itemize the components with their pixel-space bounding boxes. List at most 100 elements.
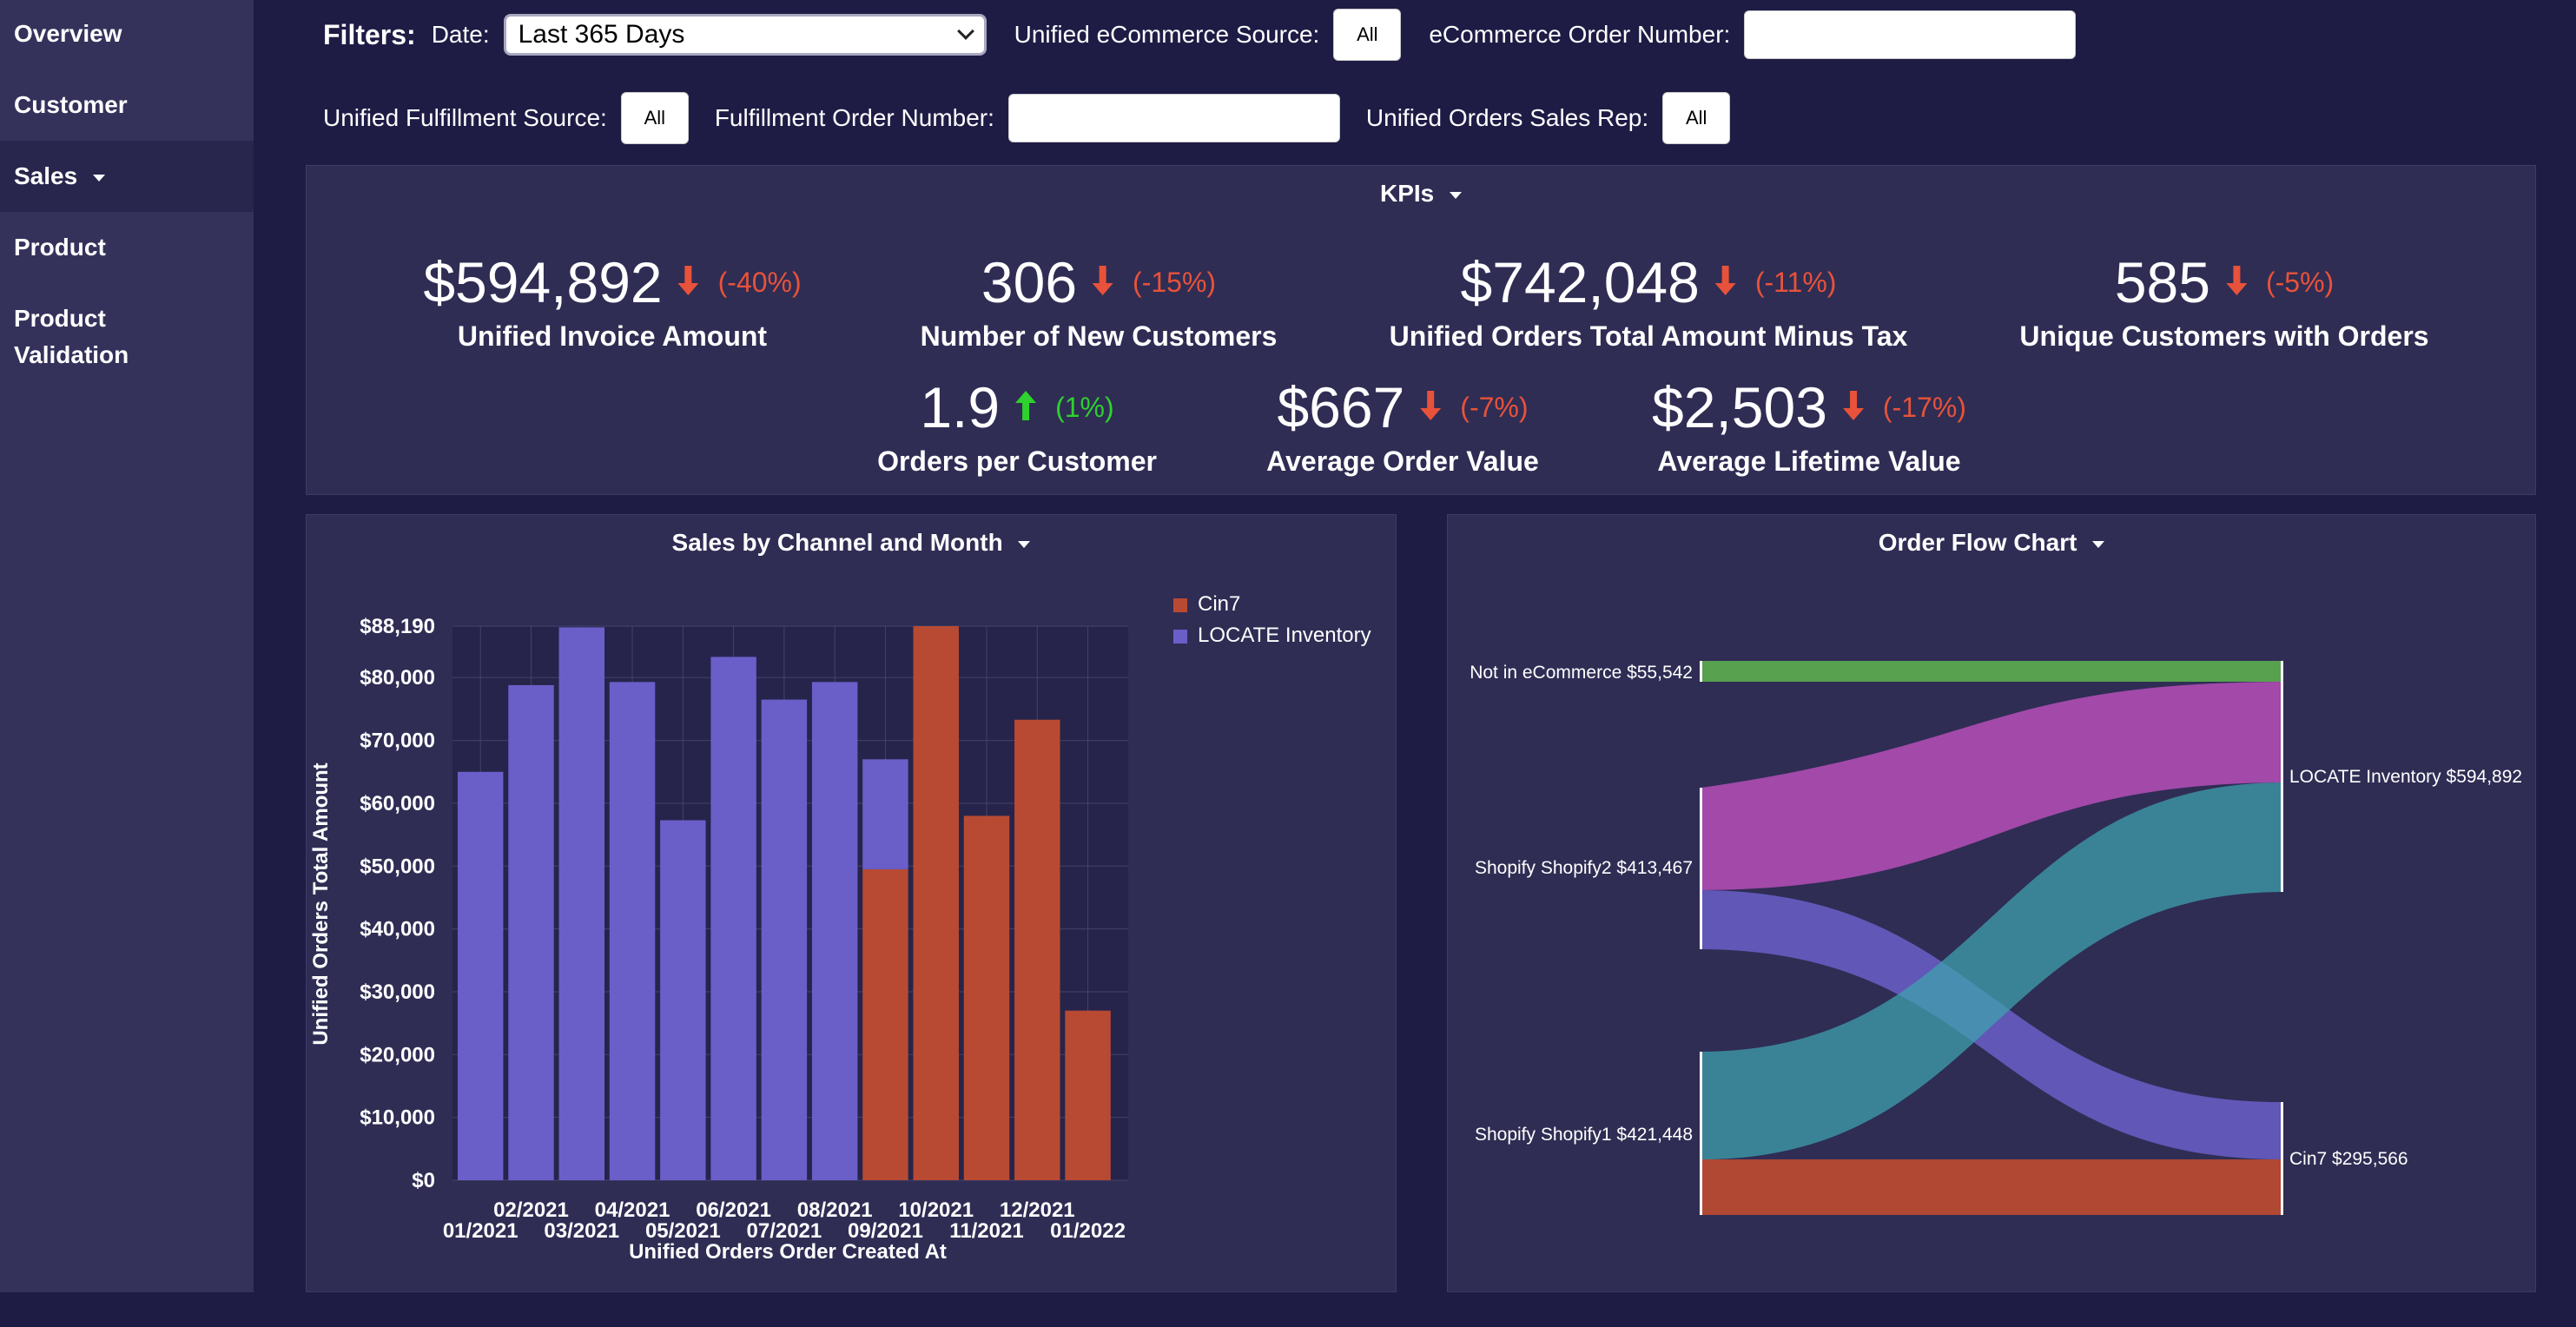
x-axis-label: Unified Orders Order Created At (629, 1240, 947, 1264)
x-tick-label: 06/2021 (696, 1198, 771, 1222)
flow-shopify1-to-cin7 (1701, 1159, 2282, 1215)
sales-chart-title[interactable]: Sales by Channel and Month (307, 529, 1396, 557)
order-flow-title-text: Order Flow Chart (1878, 529, 2077, 556)
arrow-down-icon (1714, 265, 1736, 300)
chevron-down-icon (956, 23, 974, 40)
sales-chart-panel: Sales by Channel and Month $0 $10,000 $20,… (306, 514, 1397, 1292)
kpi-label: Number of New Customers (920, 320, 1278, 352)
arrow-down-icon (677, 265, 699, 300)
kpi-value: 306 (981, 250, 1078, 314)
kpi-value: $667 (1277, 375, 1405, 439)
date-filter-select[interactable]: Last 365 Days (503, 14, 987, 56)
node-bar (1700, 788, 1702, 949)
x-tick-label: 05/2021 (645, 1219, 721, 1243)
node-bar (2281, 661, 2283, 892)
fulfillment-order-label: Fulfillment Order Number: (714, 104, 994, 131)
bar-locate-inventory[interactable] (761, 699, 808, 1180)
y-tick-label: $88,190 (360, 615, 435, 638)
arrow-up-icon (1015, 390, 1037, 425)
flow-not-ecommerce-to-locate (1701, 661, 2282, 682)
kpi-label: Unique Customers with Orders (2019, 320, 2429, 352)
fulfillment-order-input[interactable] (1007, 94, 1340, 142)
node-label-not-ecommerce: Not in eCommerce $55,542 (1470, 663, 1693, 683)
bar-locate-inventory[interactable] (862, 759, 908, 869)
order-flow-title[interactable]: Order Flow Chart (1448, 529, 2535, 557)
sidebar-item-label: Overview (14, 20, 122, 47)
sales-chart-title-text: Sales by Channel and Month (671, 529, 1003, 556)
bar-locate-inventory[interactable] (811, 682, 858, 1180)
sidebar: Overview Customer Sales Product Product … (0, 0, 254, 1292)
kpi-panel-title-text: KPIs (1379, 180, 1435, 207)
arrow-down-icon (1420, 390, 1442, 425)
bar-locate-inventory[interactable] (609, 682, 656, 1180)
bar-cin7[interactable] (913, 626, 959, 1180)
node-label-cin7: Cin7 $295,566 (2289, 1149, 2408, 1169)
x-tick-label: 04/2021 (595, 1198, 670, 1222)
flow-shopify2-to-locate (1701, 682, 2282, 890)
kpi-change: (1%) (1055, 391, 1114, 423)
sidebar-item-sales[interactable]: Sales (0, 141, 254, 212)
kpi-average-order-value: $667 (-7%) Average Order Value (1266, 374, 1539, 478)
bar-cin7[interactable] (1014, 719, 1060, 1180)
x-tick-label: 08/2021 (797, 1198, 873, 1222)
y-tick-label: $80,000 (360, 666, 435, 690)
bar-locate-inventory[interactable] (710, 657, 756, 1180)
y-tick-label: $60,000 (360, 792, 435, 815)
kpi-unified-invoice-amount: $594,892 (-40%) Unified Invoice Amount (423, 249, 801, 353)
kpi-change: (-11%) (1754, 266, 1837, 298)
y-tick-label: $20,000 (360, 1043, 435, 1066)
node-bar (2281, 1102, 2283, 1215)
kpi-panel-title[interactable]: KPIs (307, 180, 2535, 208)
bar-locate-inventory[interactable] (508, 684, 554, 1180)
kpi-unique-customers-with-orders: 585 (-5%) Unique Customers with Orders (2019, 249, 2428, 353)
caret-down-icon (1450, 191, 1463, 199)
bar-locate-inventory[interactable] (660, 820, 706, 1180)
y-axis-label: Unified Orders Total Amount (309, 763, 333, 1045)
kpi-average-lifetime-value: $2,503 (-17%) Average Lifetime Value (1652, 374, 1966, 478)
flow-shopify1-to-locate (1701, 782, 2282, 1159)
bar-cin7[interactable] (862, 868, 908, 1180)
fulfillment-source-filter-button[interactable]: All (620, 92, 689, 144)
ecommerce-order-label: eCommerce Order Number: (1429, 21, 1731, 48)
node-bar (1700, 661, 1702, 682)
bar-cin7[interactable] (1065, 1010, 1111, 1180)
kpi-value: $594,892 (423, 250, 663, 314)
order-flow-chart: Not in eCommerce $55,542 Shopify Shopify… (1470, 661, 2522, 1215)
kpi-value: 1.9 (920, 375, 1001, 439)
bar-locate-inventory[interactable] (558, 627, 605, 1180)
ecommerce-source-label: Unified eCommerce Source: (1014, 21, 1320, 48)
date-filter-value: Last 365 Days (518, 20, 685, 49)
filters-row-1: Filters: Date: Last 365 Days Unified eCo… (323, 9, 2077, 61)
kpi-label: Average Lifetime Value (1657, 446, 1961, 477)
ecommerce-order-input[interactable] (1744, 10, 2077, 59)
sidebar-item-overview[interactable]: Overview (0, 0, 254, 69)
legend-swatch (1173, 598, 1187, 612)
sidebar-item-product-validation[interactable]: Product Validation (0, 283, 254, 391)
y-tick-label: $0 (412, 1169, 435, 1192)
y-tick-label: $70,000 (360, 730, 435, 753)
x-tick-label: 03/2021 (544, 1219, 619, 1243)
kpi-label: Average Order Value (1266, 446, 1539, 477)
order-flow-panel: Order Flow Chart Not in eCommerce $55,54… (1447, 514, 2536, 1292)
bar-cin7[interactable] (963, 815, 1010, 1180)
y-tick-label: $30,000 (360, 980, 435, 1004)
legend-label: LOCATE Inventory (1198, 624, 1371, 647)
fulfillment-source-label: Unified Fulfillment Source: (323, 104, 607, 131)
kpi-label: Unified Invoice Amount (457, 320, 768, 352)
sales-rep-filter-button[interactable]: All (1662, 92, 1731, 144)
arrow-down-icon (2225, 265, 2247, 300)
kpi-change: (-15%) (1133, 266, 1217, 298)
x-tick-label: 02/2021 (493, 1198, 569, 1222)
node-bar (1700, 1052, 1702, 1215)
caret-down-icon (1018, 540, 1031, 548)
sidebar-item-product[interactable]: Product (0, 212, 254, 283)
ecommerce-source-filter-button[interactable]: All (1333, 9, 1402, 61)
sales-rep-label: Unified Orders Sales Rep: (1365, 104, 1649, 131)
kpi-orders-per-customer: 1.9 (1%) Orders per Customer (877, 374, 1157, 478)
kpi-label: Unified Orders Total Amount Minus Tax (1389, 320, 1908, 352)
x-tick-label: 10/2021 (898, 1198, 974, 1222)
sidebar-item-customer[interactable]: Customer (0, 69, 254, 141)
kpi-unified-orders-total-minus-tax: $742,048 (-11%) Unified Orders Total Amo… (1390, 249, 1908, 353)
y-tick-label: $50,000 (360, 855, 435, 878)
bar-locate-inventory[interactable] (458, 771, 504, 1180)
